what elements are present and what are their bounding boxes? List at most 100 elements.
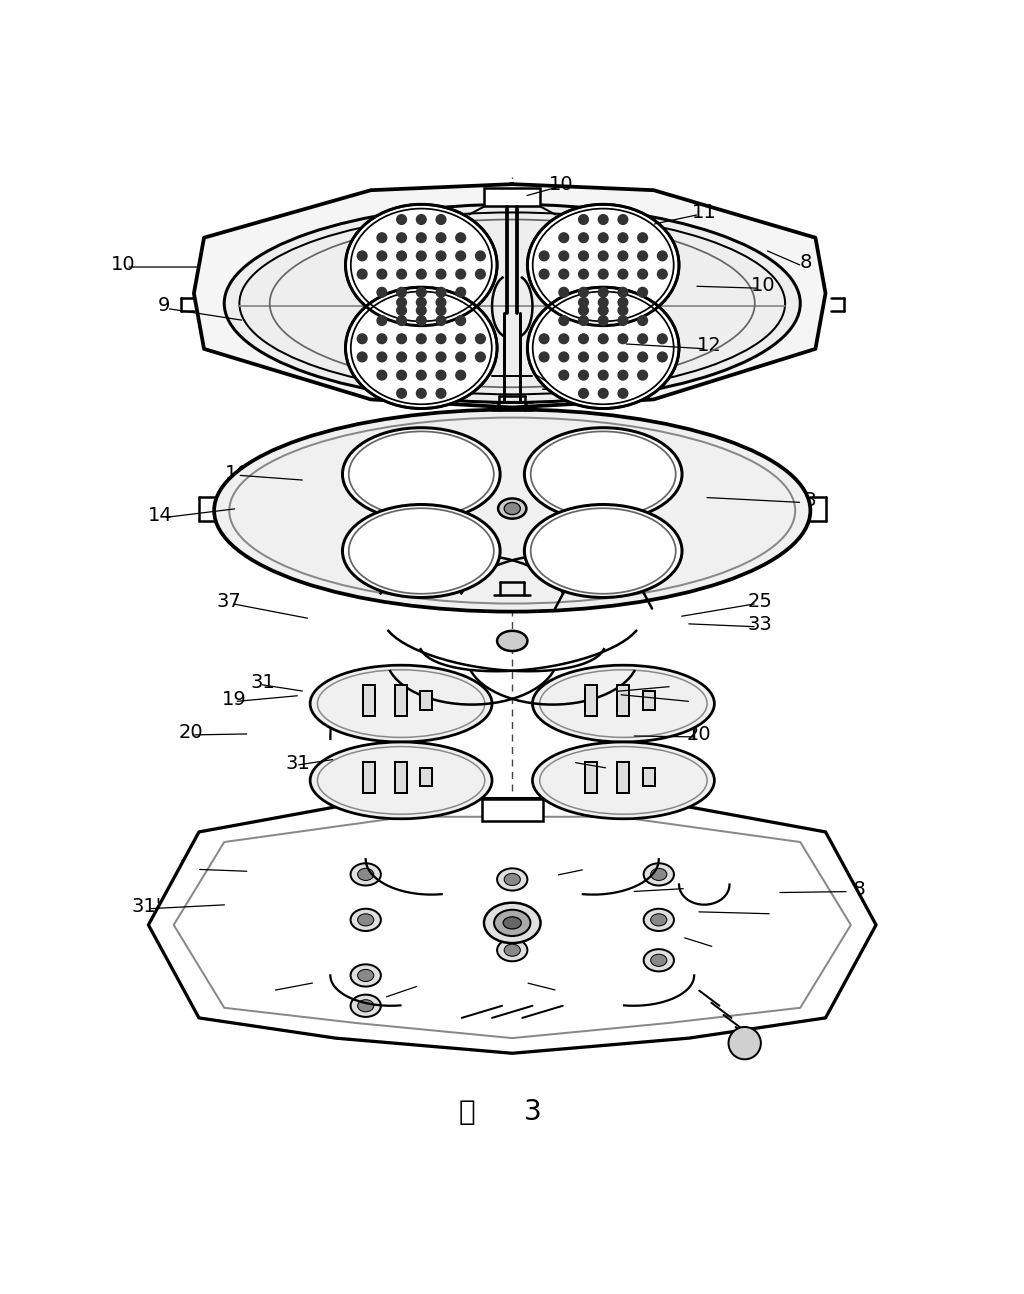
Circle shape [436, 316, 445, 325]
Circle shape [559, 233, 568, 242]
Circle shape [396, 316, 407, 325]
Bar [362, 686, 375, 716]
Circle shape [617, 305, 628, 316]
Text: 31: 31 [286, 753, 310, 773]
Ellipse shape [532, 741, 714, 819]
Circle shape [456, 287, 465, 298]
Circle shape [416, 215, 426, 224]
Circle shape [598, 287, 608, 298]
Circle shape [396, 287, 407, 298]
Ellipse shape [494, 910, 530, 936]
Circle shape [579, 233, 588, 242]
Ellipse shape [524, 505, 682, 598]
Circle shape [416, 298, 426, 307]
Ellipse shape [224, 204, 800, 402]
Circle shape [357, 269, 367, 280]
Circle shape [559, 352, 568, 362]
Ellipse shape [229, 418, 795, 603]
Circle shape [617, 269, 628, 280]
FancyBboxPatch shape [484, 188, 540, 206]
Circle shape [598, 305, 608, 316]
Circle shape [396, 388, 407, 399]
Circle shape [638, 251, 647, 261]
Circle shape [617, 388, 628, 399]
Circle shape [617, 233, 628, 242]
Text: 10: 10 [548, 175, 572, 194]
Circle shape [598, 352, 608, 362]
Circle shape [377, 370, 386, 380]
Circle shape [638, 287, 647, 298]
Circle shape [638, 233, 647, 242]
Polygon shape [148, 798, 876, 1053]
Text: 8: 8 [799, 254, 811, 273]
Ellipse shape [643, 908, 674, 930]
Ellipse shape [532, 665, 714, 741]
Bar [617, 686, 629, 716]
Circle shape [416, 251, 426, 261]
Ellipse shape [524, 428, 682, 520]
Circle shape [475, 334, 485, 344]
Ellipse shape [497, 939, 527, 961]
Ellipse shape [497, 868, 527, 890]
Circle shape [436, 305, 445, 316]
Circle shape [617, 215, 628, 224]
Circle shape [559, 251, 568, 261]
Ellipse shape [357, 914, 374, 927]
Text: 37: 37 [217, 593, 242, 611]
Circle shape [396, 251, 407, 261]
Text: 31: 31 [599, 757, 624, 775]
Circle shape [456, 251, 465, 261]
Circle shape [396, 334, 407, 344]
Circle shape [598, 316, 608, 325]
Circle shape [377, 352, 386, 362]
Text: 20': 20' [180, 858, 210, 877]
Ellipse shape [357, 969, 374, 982]
Ellipse shape [342, 428, 500, 520]
Ellipse shape [498, 498, 526, 519]
Ellipse shape [310, 741, 492, 819]
Bar [395, 762, 407, 792]
Text: 33: 33 [748, 615, 772, 634]
Ellipse shape [350, 995, 381, 1017]
Circle shape [416, 388, 426, 399]
Text: 3: 3 [523, 1097, 541, 1126]
Circle shape [436, 370, 445, 380]
Circle shape [579, 251, 588, 261]
Circle shape [436, 215, 445, 224]
Circle shape [598, 269, 608, 280]
Circle shape [377, 334, 386, 344]
Ellipse shape [650, 914, 667, 927]
Ellipse shape [504, 502, 520, 515]
Text: 11: 11 [691, 203, 717, 223]
Ellipse shape [345, 204, 497, 326]
Ellipse shape [643, 950, 674, 972]
Ellipse shape [728, 1027, 761, 1060]
Text: 25: 25 [748, 593, 772, 611]
Text: 21: 21 [677, 877, 701, 895]
Circle shape [377, 316, 386, 325]
Ellipse shape [643, 863, 674, 885]
Circle shape [436, 298, 445, 307]
Circle shape [598, 298, 608, 307]
Ellipse shape [357, 1000, 374, 1012]
Ellipse shape [357, 868, 374, 880]
Circle shape [377, 233, 386, 242]
Circle shape [436, 287, 445, 298]
Circle shape [539, 251, 549, 261]
Circle shape [617, 298, 628, 307]
Ellipse shape [527, 204, 679, 326]
Circle shape [377, 287, 386, 298]
Circle shape [475, 251, 485, 261]
Circle shape [416, 334, 426, 344]
Circle shape [436, 334, 445, 344]
Circle shape [396, 305, 407, 316]
Circle shape [475, 269, 485, 280]
Circle shape [617, 334, 628, 344]
Ellipse shape [650, 868, 667, 880]
Circle shape [638, 316, 647, 325]
Text: 33': 33' [368, 986, 397, 1005]
Circle shape [598, 251, 608, 261]
Text: 9: 9 [158, 296, 170, 314]
Circle shape [657, 352, 667, 362]
Circle shape [598, 370, 608, 380]
